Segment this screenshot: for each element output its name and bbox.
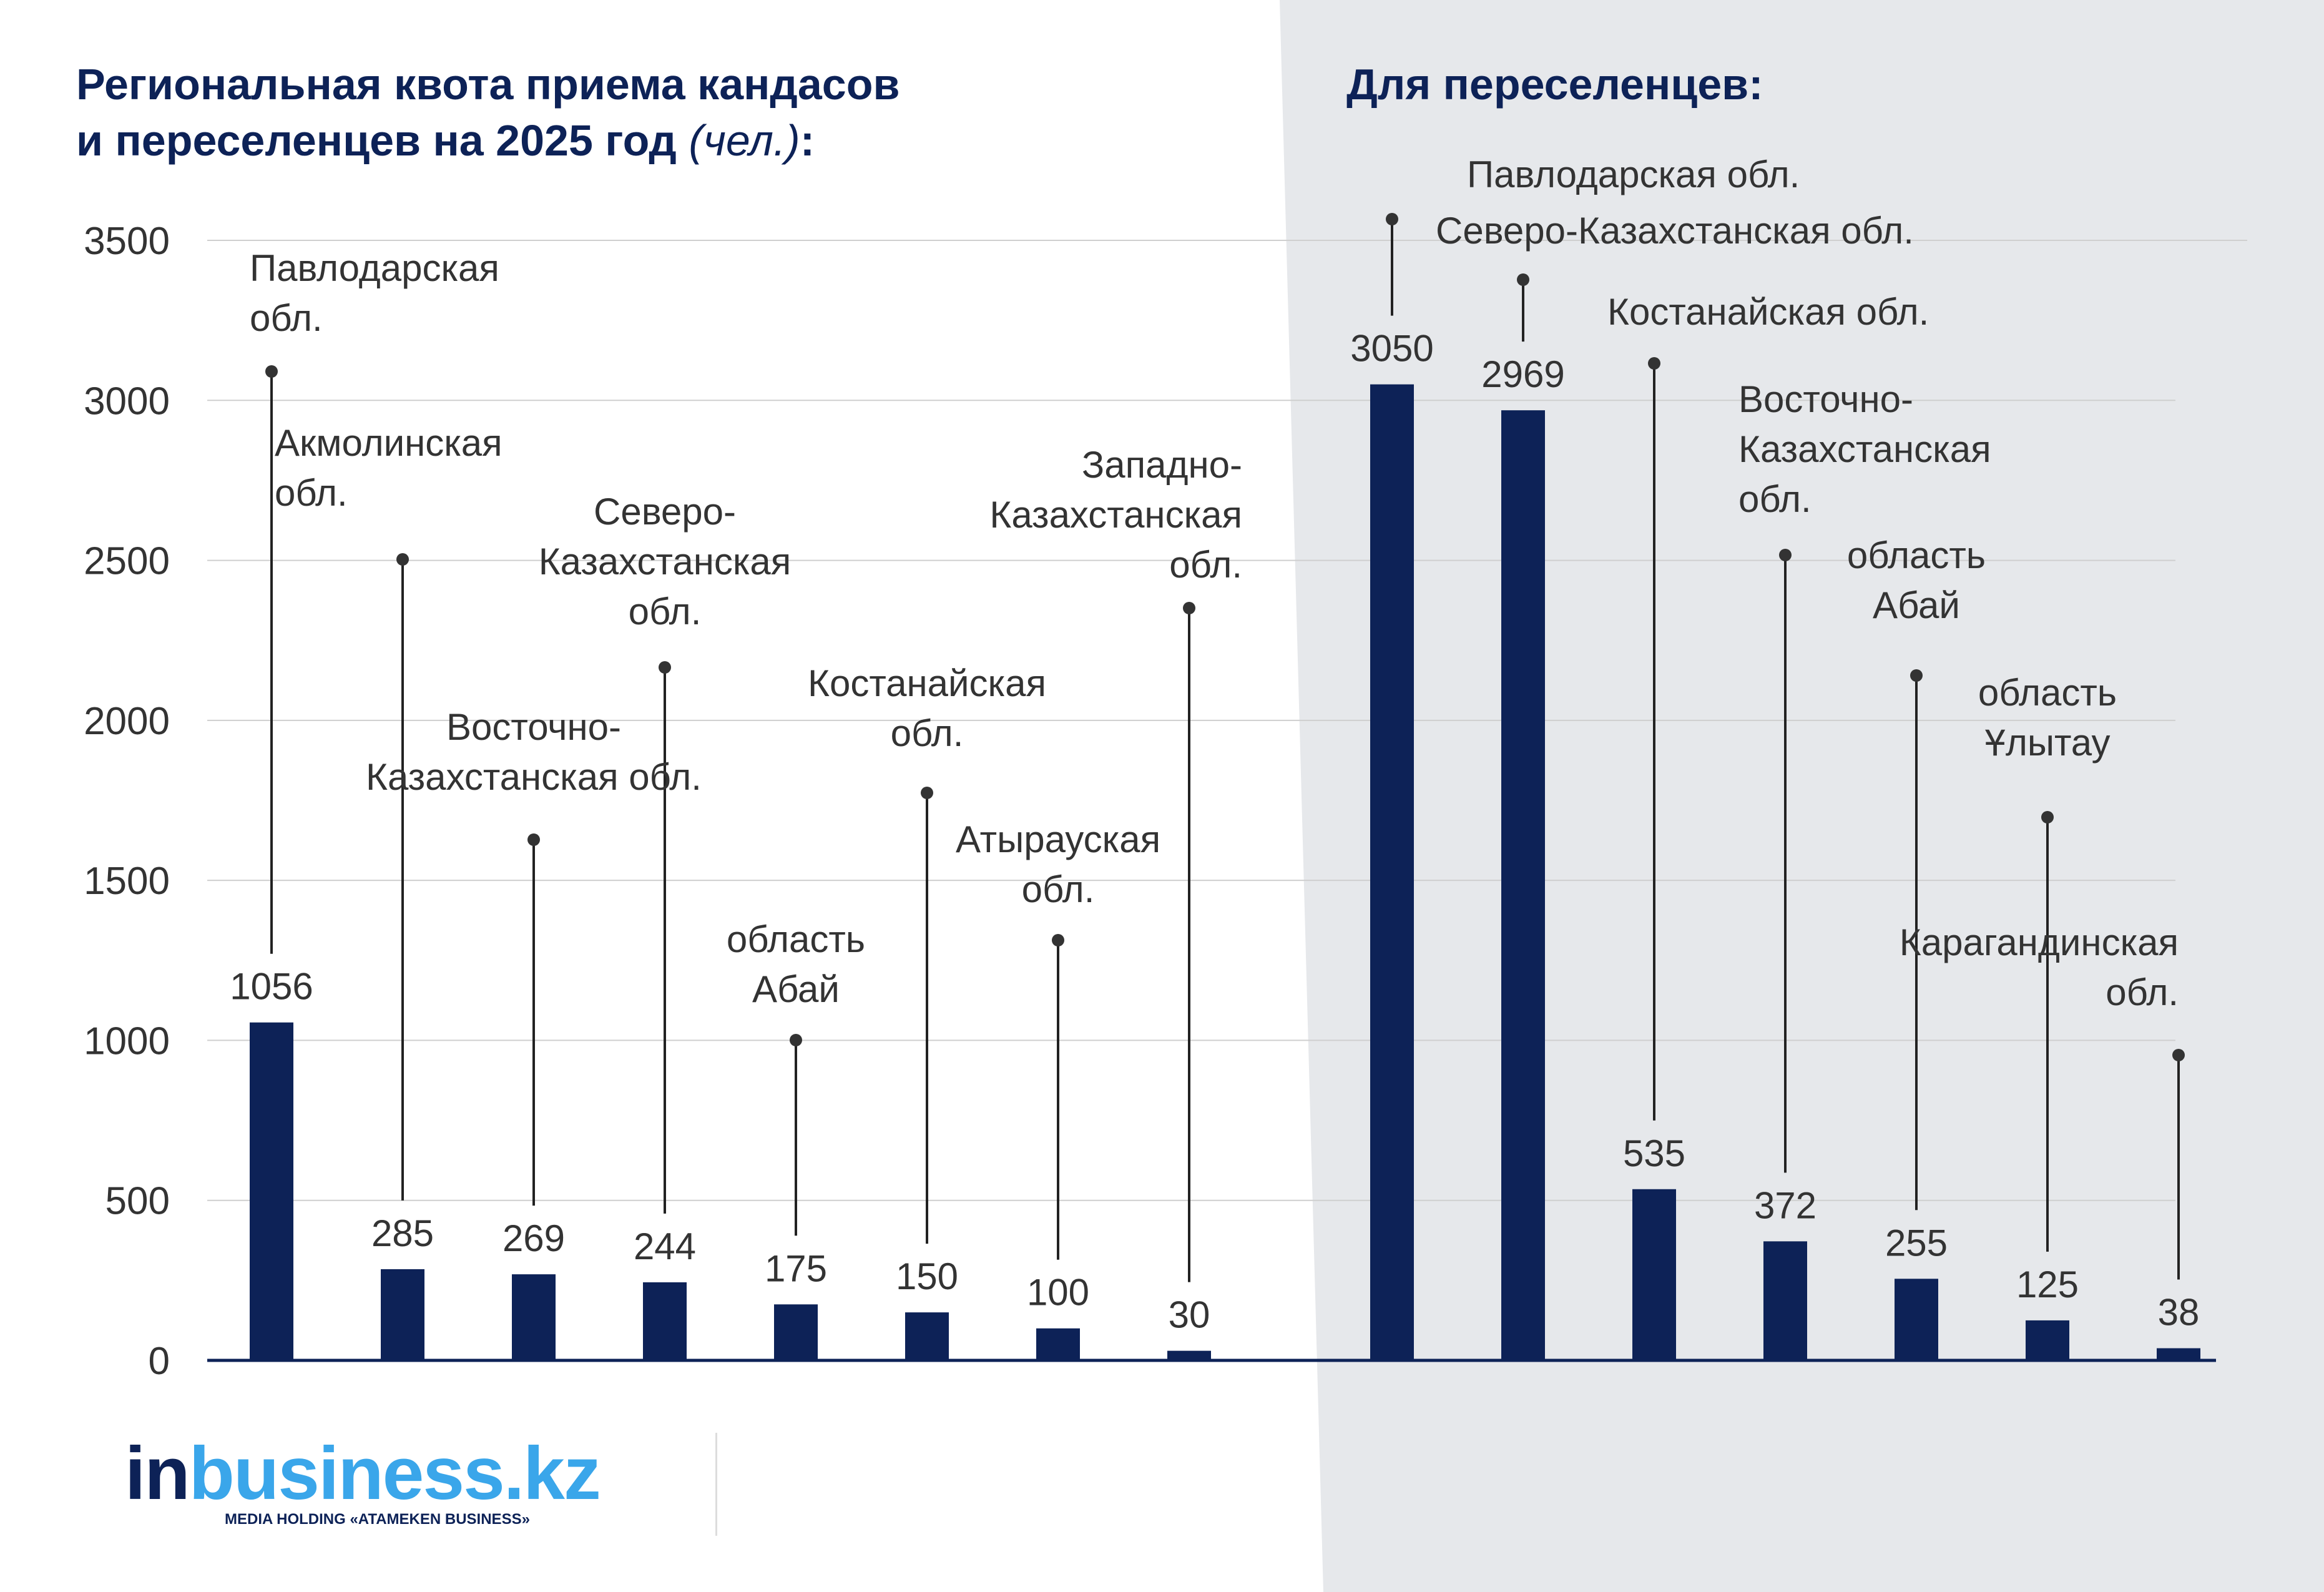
category-label: Северо-Казахстанская обл. [539, 491, 792, 632]
value-label: 1056 [230, 966, 313, 1008]
y-tick-label: 500 [105, 1180, 170, 1223]
logo-in: in [125, 1432, 190, 1515]
connector-dot [1648, 357, 1660, 370]
category-label: Павлодарская обл. [1467, 154, 1800, 195]
category-label: Западно-Казахстанская обл. [989, 444, 1242, 586]
value-label: 244 [634, 1226, 696, 1267]
y-tick-label: 1500 [84, 860, 170, 903]
connector-dot [921, 787, 933, 799]
value-label: 125 [2016, 1264, 2079, 1305]
value-label: 100 [1027, 1272, 1089, 1314]
inbusiness-logo: inbusiness.kz MEDIA HOLDING «ATAMEKEN BU… [125, 1430, 649, 1542]
value-label: 38 [2158, 1292, 2200, 1334]
value-label: 2969 [1481, 353, 1564, 395]
connector-dot [1779, 549, 1792, 561]
connector-dot [659, 661, 671, 674]
bar [1632, 1189, 1676, 1360]
chart-title-line2: и переселенцев на 2025 год [76, 116, 677, 165]
connector-dot [527, 833, 540, 846]
bar [643, 1282, 687, 1360]
value-label: 269 [503, 1217, 565, 1259]
bar [512, 1274, 556, 1360]
category-label: Павлодарская обл. [250, 247, 499, 339]
value-label: 285 [371, 1212, 434, 1254]
category-label: Костанайская обл. [808, 662, 1046, 754]
category-label: Восточно-Казахстанская обл. [366, 706, 702, 798]
value-label: 535 [1623, 1133, 1685, 1174]
bar [2026, 1320, 2069, 1360]
connector-dot [1910, 669, 1923, 682]
bars [250, 384, 2200, 1360]
category-label: Атырауская обл. [956, 818, 1160, 910]
y-tick-label: 0 [149, 1340, 170, 1383]
bar [1167, 1350, 1211, 1360]
right-panel-title: Для переселенцев: [1346, 60, 1763, 109]
bar [381, 1269, 424, 1360]
category-label: область Абай [727, 918, 865, 1010]
logo-wordmark: inbusiness.kz [125, 1430, 601, 1517]
chart-title: Региональная квота приема кандасов и пере… [76, 56, 1137, 169]
connector-dot [1517, 273, 1529, 286]
value-label: 3050 [1350, 328, 1433, 370]
connector-dot [2041, 811, 2054, 823]
y-tick-label: 1000 [84, 1020, 170, 1063]
gridlines [207, 240, 2247, 1201]
label-connectors [265, 213, 2185, 1282]
connector-dot [396, 553, 409, 566]
logo-divider [715, 1433, 717, 1536]
category-label: Акмолинская обл. [275, 422, 503, 514]
category-label: область Ұлытау [1978, 672, 2117, 764]
value-label: 255 [1885, 1222, 1948, 1264]
value-label: 372 [1754, 1184, 1817, 1226]
bar [1501, 410, 1545, 1360]
value-label: 150 [896, 1255, 958, 1297]
category-label: Восточно-Казахстанская обл. [1738, 378, 1991, 520]
connector-dot [2172, 1049, 2185, 1061]
chart-title-colon: : [800, 116, 815, 165]
bar [774, 1304, 818, 1360]
category-label: область Абай [1847, 534, 1986, 626]
connector-dot [265, 365, 278, 378]
bar [250, 1022, 293, 1360]
logo-subtitle: MEDIA HOLDING «ATAMEKEN BUSINESS» [225, 1511, 530, 1528]
y-tick-label: 2500 [84, 540, 170, 583]
logo-business-kz: business.kz [189, 1432, 601, 1515]
connector-dot [1052, 934, 1064, 946]
bar [1763, 1241, 1807, 1360]
category-label: Костанайская обл. [1607, 291, 1929, 333]
value-label: 30 [1169, 1294, 1210, 1336]
chart-title-unit: (чел.) [689, 116, 800, 165]
category-label: Карагандинская обл. [1900, 921, 2179, 1013]
value-labels: 1056 285 269 244 175 150 100 30 3050 2969 535 372 25… [230, 328, 2199, 1336]
category-labels: Павлодарская обл. Акмолинская обл. Восточно-… [250, 154, 2179, 1013]
y-tick-label: 3500 [84, 220, 170, 263]
category-label: Северо-Казахстанская обл. [1436, 210, 1914, 252]
connector-dot [790, 1034, 802, 1046]
bar [905, 1312, 949, 1360]
connector-dot [1386, 213, 1398, 225]
connector-dot [1183, 602, 1195, 614]
chart-title-line1: Региональная квота приема кандасов [76, 60, 900, 109]
value-label: 175 [765, 1247, 827, 1289]
y-tick-label: 3000 [84, 380, 170, 423]
y-axis-ticks: 0 500 1000 1500 2000 2500 3000 3500 [84, 220, 170, 1383]
bar [2157, 1348, 2200, 1360]
bar [1895, 1279, 1938, 1360]
bar [1370, 384, 1414, 1360]
y-tick-label: 2000 [84, 700, 170, 743]
bar [1036, 1328, 1080, 1360]
